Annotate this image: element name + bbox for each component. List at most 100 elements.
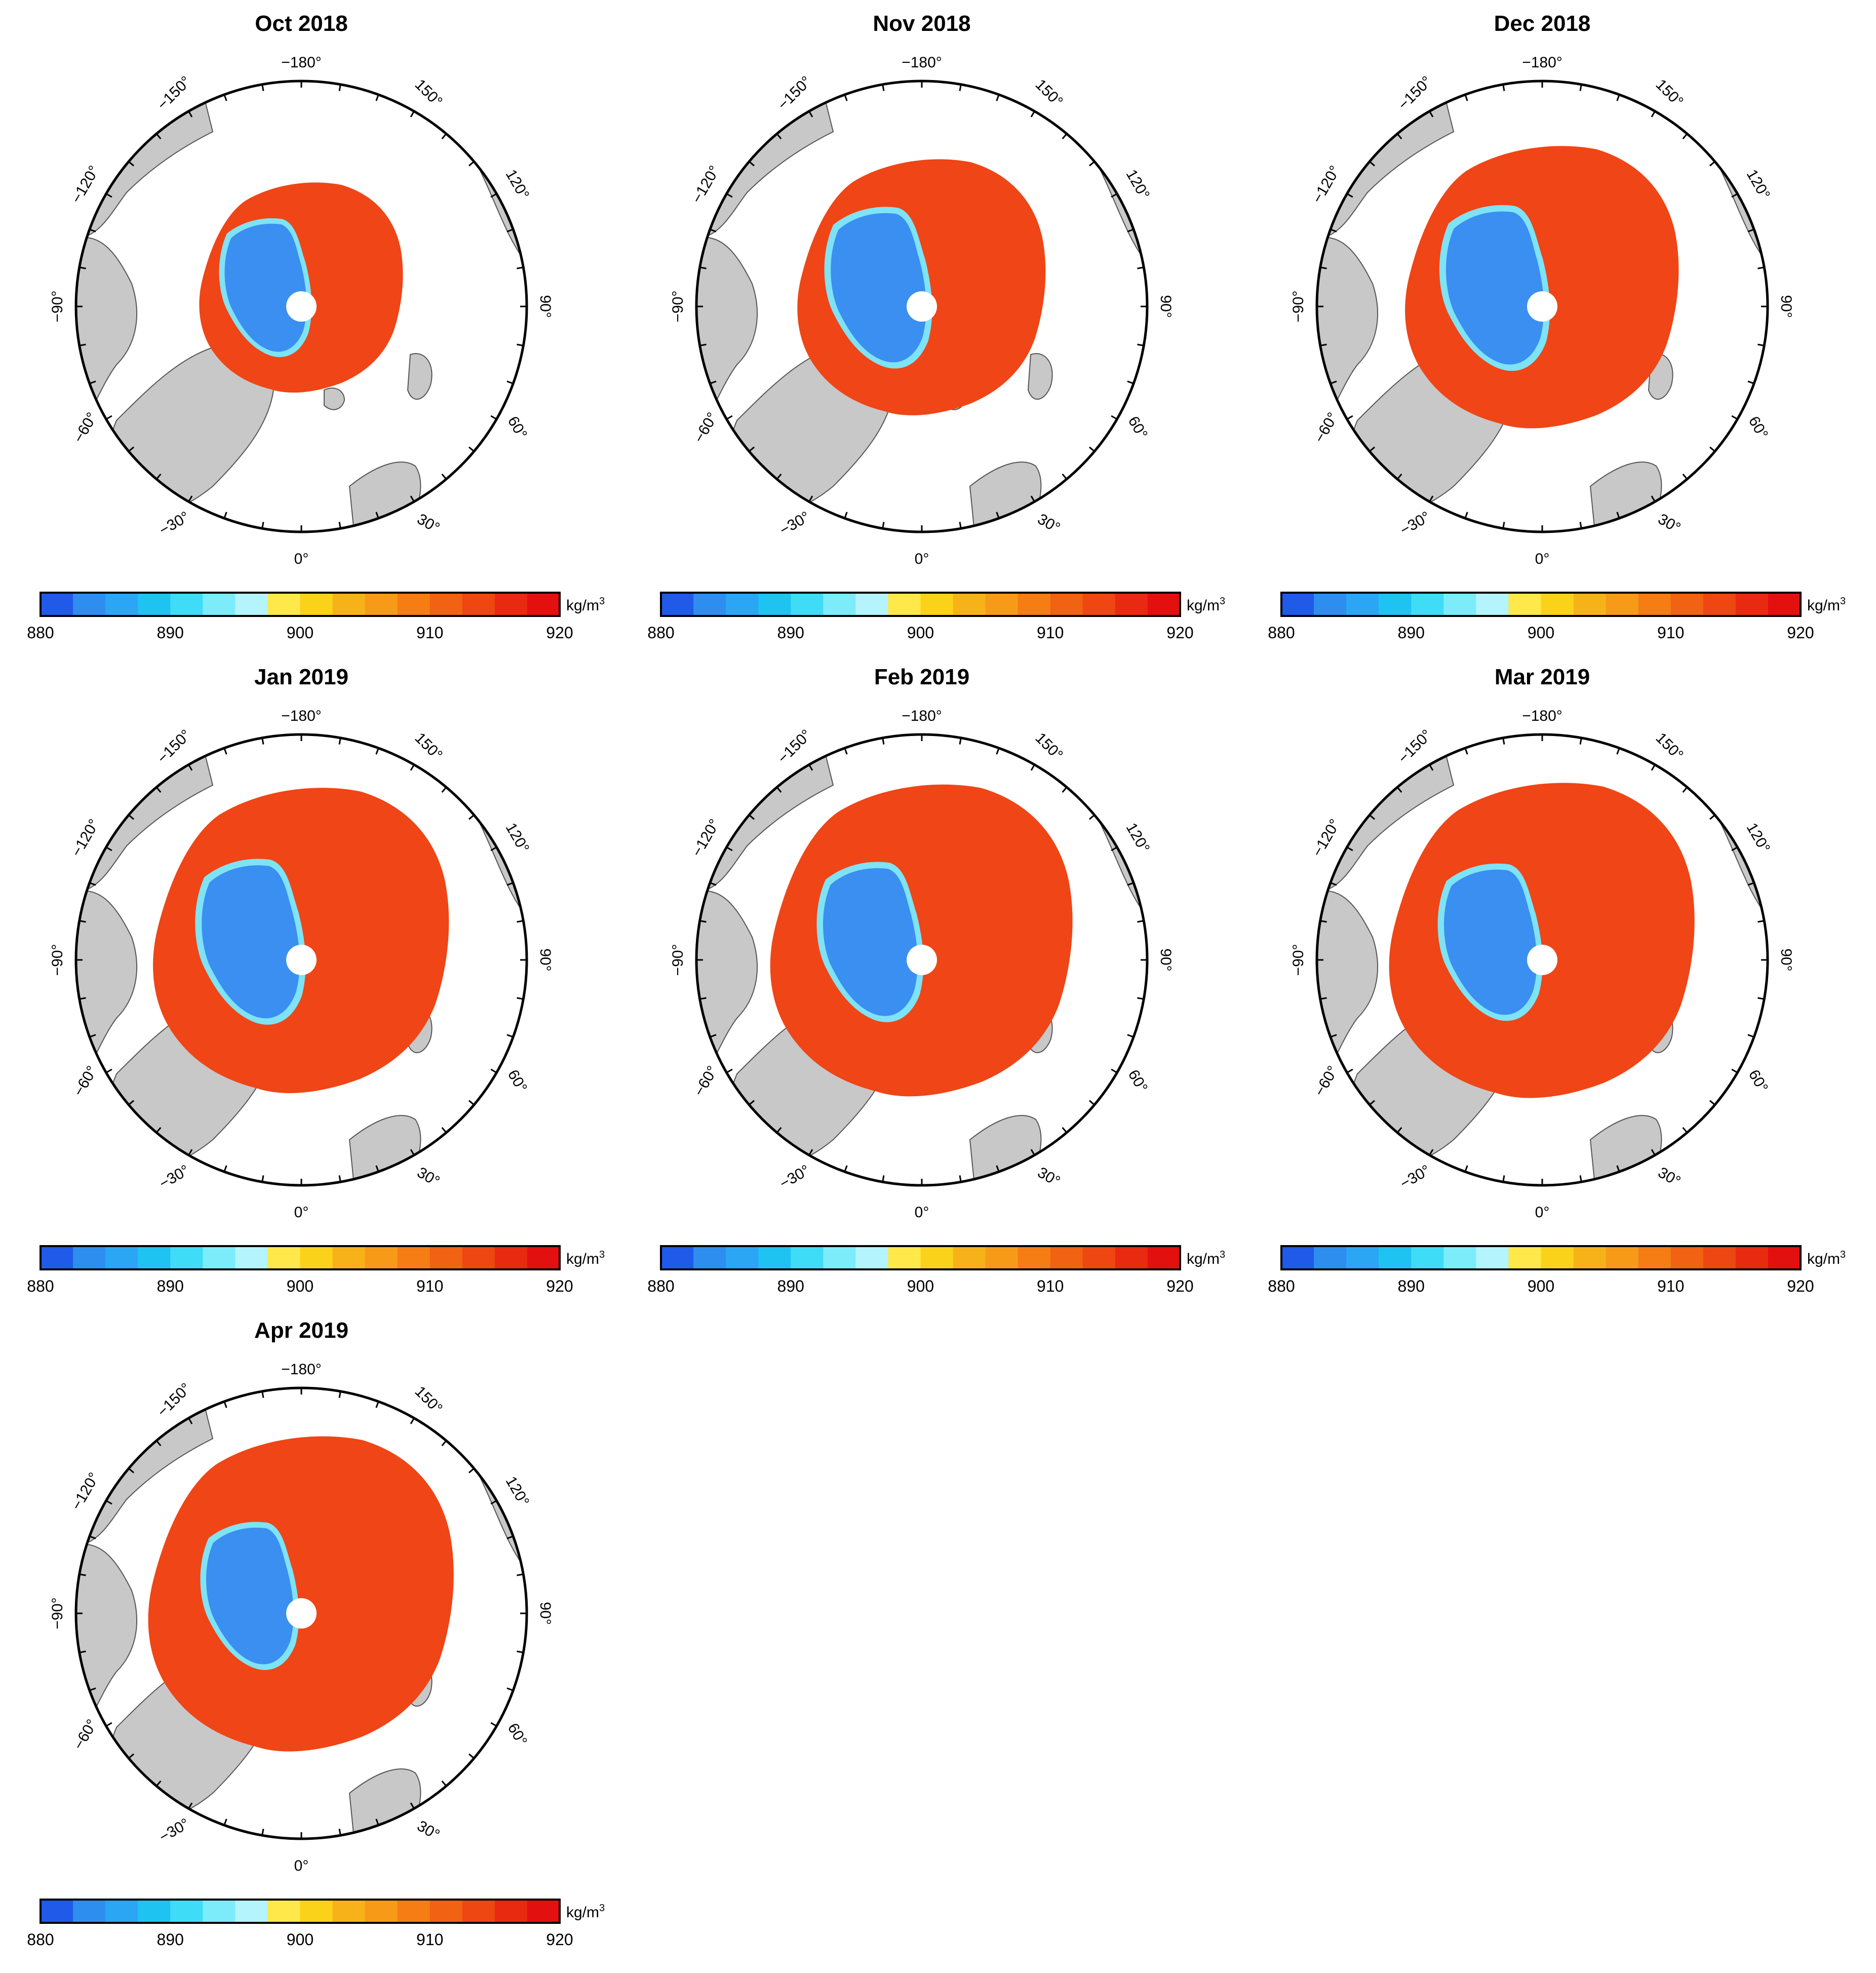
graticule-tick <box>1127 882 1134 886</box>
graticule-tick <box>188 1149 193 1156</box>
colorbar-cell <box>138 1900 171 1923</box>
ice-low-density <box>1444 869 1537 1015</box>
pole-hole <box>286 945 317 975</box>
graticule-tick <box>1320 920 1327 923</box>
colorbar-unit: kg/m3 <box>1187 596 1225 614</box>
colorbar-cell <box>170 1246 203 1269</box>
graticule-tick <box>155 1127 162 1133</box>
graticule-tick <box>188 1417 193 1424</box>
graticule-tick <box>261 84 264 91</box>
graticule-tick <box>710 380 717 384</box>
colorbar-frame <box>40 1899 561 1924</box>
colorbar-cell <box>1735 1246 1769 1269</box>
map-panel-5: Feb 2019 <box>620 653 1243 1307</box>
graticule-tick <box>996 748 1000 755</box>
graticule-tick <box>1346 846 1353 852</box>
colorbar-cell <box>1346 593 1379 616</box>
graticule-tick <box>105 415 112 420</box>
longitude-label-bottom: 0° <box>915 1204 929 1221</box>
graticule-ticks <box>1317 81 1768 532</box>
graticule-tick <box>1757 920 1765 923</box>
colorbar-tick-label: 910 <box>1037 624 1064 642</box>
graticule-tick <box>105 1722 112 1727</box>
colorbar-unit: kg/m3 <box>1187 1249 1225 1267</box>
graticule-tick <box>1579 522 1582 529</box>
colorbar-cell <box>41 593 73 616</box>
graticule-tick <box>517 997 524 1000</box>
longitude-label-left: −90° <box>49 291 66 323</box>
colorbar-tick-labels: 880 890 900 910 920 <box>27 1930 573 1949</box>
graticule-tick <box>261 738 264 745</box>
colorbar-tick-label: 910 <box>416 624 443 642</box>
colorbar-tick-label: 890 <box>1398 1277 1425 1295</box>
graticule-tick <box>1651 1149 1656 1156</box>
graticule-tick <box>89 1687 96 1691</box>
colorbar-cell <box>365 1246 398 1269</box>
graticule-tick <box>776 1127 782 1133</box>
graticule-tick <box>1111 846 1118 852</box>
graticule-tick <box>128 1100 135 1106</box>
colorbar-cell <box>1115 1246 1148 1269</box>
graticule-tick <box>223 1819 227 1826</box>
graticule-tick <box>710 1034 717 1038</box>
graticule-tick <box>1579 84 1582 91</box>
graticule-tick <box>1651 764 1656 771</box>
graticule-tick <box>517 343 524 346</box>
graticule-tick <box>338 738 341 745</box>
graticule-tick <box>1616 512 1620 519</box>
colorbar-cell <box>73 1900 106 1923</box>
graticule-tick <box>749 814 755 820</box>
colorbar-cell <box>1147 593 1181 616</box>
colorbar-tick-label: 910 <box>1657 1277 1684 1295</box>
colorbar-tick-label: 880 <box>647 1277 674 1295</box>
colorbar-frame <box>660 592 1181 617</box>
graticule-tick <box>188 1802 193 1809</box>
graticule-tick <box>468 446 475 452</box>
graticule-tick <box>1747 380 1754 384</box>
map-panel-7: Apr 2019 <box>0 1307 623 1960</box>
graticule-tick <box>105 846 112 852</box>
longitude-label-left: −90° <box>1290 944 1307 976</box>
colorbar-cell <box>527 593 560 616</box>
unit-base: kg/m <box>1187 1251 1220 1267</box>
graticule-ticks <box>696 81 1147 532</box>
ice-low-density <box>831 213 926 363</box>
graticule-tick <box>1330 882 1337 886</box>
ice-low-density <box>202 865 300 1019</box>
colorbar-cell <box>888 593 921 616</box>
graticule-tick <box>89 380 96 384</box>
graticule-tick <box>808 495 813 502</box>
graticule-tick <box>506 380 514 384</box>
colorbar-cell <box>953 1246 986 1269</box>
graticule-tick <box>490 1500 497 1505</box>
sea-ice <box>1405 146 1679 429</box>
colorbar: 880 890 900 910 920 kg/m3 <box>647 1245 1225 1295</box>
unit-superscript: 3 <box>599 1903 605 1914</box>
graticule-tick <box>844 512 848 519</box>
graticule-tick <box>1111 415 1118 420</box>
sea-ice <box>199 182 403 393</box>
graticule-tick <box>506 1535 514 1539</box>
longitude-label-left: −90° <box>1290 291 1307 323</box>
colorbar-cell <box>494 593 528 616</box>
colorbar-cell <box>235 1246 268 1269</box>
graticule-tick <box>1346 1068 1353 1073</box>
colorbar-cells <box>41 1246 560 1269</box>
graticule-tick <box>1111 1068 1118 1073</box>
graticule-tick <box>261 1175 264 1182</box>
graticule-tick <box>844 1165 848 1172</box>
graticule-ticks <box>696 734 1147 1185</box>
colorbar-cell <box>920 593 954 616</box>
colorbar-cell <box>823 1246 856 1269</box>
longitude-label-top: −180° <box>281 54 322 71</box>
colorbar-cell <box>1082 593 1116 616</box>
graticule-tick <box>128 1467 135 1474</box>
colorbar-tick-labels: 880 890 900 910 920 <box>1268 1277 1814 1295</box>
colorbar-cell <box>300 1246 333 1269</box>
colorbar-tick-label: 900 <box>287 624 314 642</box>
colorbar-frame <box>40 592 561 617</box>
graticule-tick <box>1731 1068 1738 1073</box>
colorbar-tick-label: 900 <box>907 1277 934 1295</box>
colorbar-tick-label: 890 <box>157 1930 184 1949</box>
graticule-tick <box>468 1753 475 1759</box>
